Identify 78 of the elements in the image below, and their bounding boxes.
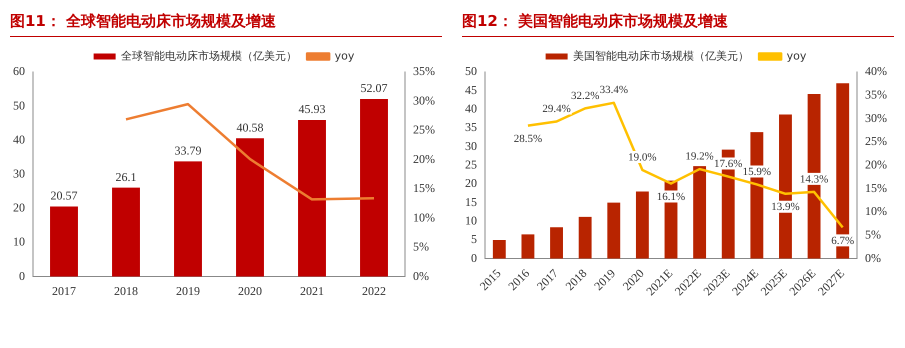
y2-tick-label: 35% bbox=[865, 87, 888, 102]
y-tick-label: 30 bbox=[13, 166, 25, 180]
y2-tick-label: 30% bbox=[865, 110, 888, 125]
data-label: 17.6% bbox=[714, 158, 742, 170]
data-label: 19.2% bbox=[685, 150, 714, 162]
y-tick-label: 40 bbox=[465, 101, 477, 116]
y2-tick-label: 30% bbox=[413, 93, 436, 108]
legend-label: yoy bbox=[334, 49, 355, 62]
data-label: 28.5% bbox=[514, 133, 542, 146]
y2-tick-label: 25% bbox=[865, 134, 888, 148]
bar bbox=[360, 99, 388, 277]
y2-tick-label: 0% bbox=[413, 268, 430, 283]
bar bbox=[693, 166, 706, 259]
data-label: 26.1 bbox=[116, 170, 136, 184]
bar bbox=[521, 234, 534, 259]
y-tick-label: 20 bbox=[13, 200, 25, 215]
legend-label: 全球智能电动床市场规模（亿美元） bbox=[121, 49, 298, 62]
chart-title: 图12： 美国智能电动床市场规模及增速 bbox=[462, 8, 894, 37]
y-tick-label: 45 bbox=[465, 82, 477, 97]
y2-tick-label: 20% bbox=[413, 152, 436, 166]
y-tick-label: 50 bbox=[465, 64, 477, 78]
y-tick-label: 0 bbox=[19, 268, 25, 283]
y2-tick-label: 0% bbox=[865, 250, 882, 265]
y-tick-label: 10 bbox=[465, 213, 477, 228]
bar bbox=[550, 227, 563, 259]
x-tick-label: 2020 bbox=[238, 284, 262, 298]
data-label: 16.1% bbox=[656, 190, 686, 203]
data-label: 6.7% bbox=[831, 234, 854, 247]
x-tick-label: 2018 bbox=[114, 284, 138, 298]
bar bbox=[174, 161, 202, 277]
data-label: 52.07 bbox=[360, 81, 388, 96]
y2-tick-label: 40% bbox=[865, 64, 888, 78]
data-label: 45.93 bbox=[298, 102, 326, 116]
data-label: 13.9% bbox=[771, 201, 800, 214]
chart-title: 图11： 全球智能电动床市场规模及增速 bbox=[10, 8, 442, 37]
y2-tick-label: 15% bbox=[865, 180, 888, 195]
y2-tick-label: 10% bbox=[413, 210, 436, 224]
data-label: 29.4% bbox=[542, 102, 571, 115]
y-tick-label: 20 bbox=[465, 176, 477, 190]
data-label: 33.4% bbox=[600, 84, 628, 96]
y-tick-label: 10 bbox=[13, 234, 25, 249]
data-label: 32.2% bbox=[570, 90, 600, 102]
bar bbox=[112, 188, 140, 277]
y2-tick-label: 5% bbox=[413, 240, 430, 254]
y2-tick-label: 15% bbox=[413, 181, 436, 196]
legend-label: yoy bbox=[786, 49, 807, 62]
y2-tick-label: 20% bbox=[865, 157, 888, 172]
x-tick-label: 2019 bbox=[176, 284, 200, 298]
data-label: 33.79 bbox=[174, 144, 202, 158]
y2-tick-label: 5% bbox=[865, 227, 882, 242]
y-tick-label: 25 bbox=[465, 157, 477, 172]
bar bbox=[578, 216, 592, 259]
y-tick-label: 15 bbox=[465, 194, 477, 209]
bar bbox=[607, 202, 620, 259]
data-label: 19.0% bbox=[628, 151, 657, 164]
y-tick-label: 30 bbox=[465, 138, 477, 153]
data-label: 14.3% bbox=[800, 173, 828, 186]
bar bbox=[50, 206, 78, 277]
y2-tick-label: 10% bbox=[865, 204, 888, 218]
y-tick-label: 40 bbox=[13, 132, 25, 146]
x-tick-label: 2021 bbox=[300, 284, 324, 298]
y-tick-label: 0 bbox=[471, 250, 477, 265]
data-label: 15.9% bbox=[742, 166, 772, 178]
y-tick-label: 50 bbox=[13, 98, 25, 112]
y-tick-label: 60 bbox=[13, 64, 25, 78]
y-tick-label: 35 bbox=[465, 120, 477, 134]
bar bbox=[636, 191, 649, 259]
y-tick-label: 5 bbox=[471, 232, 477, 246]
bar bbox=[298, 120, 326, 277]
bar bbox=[492, 240, 506, 259]
legend-label: 美国智能电动床市场规模（亿美元） bbox=[573, 49, 750, 62]
data-label: 20.57 bbox=[50, 188, 78, 203]
x-tick-label: 2017 bbox=[52, 284, 76, 298]
y2-tick-label: 35% bbox=[413, 64, 436, 78]
data-label: 40.58 bbox=[236, 120, 264, 134]
x-tick-label: 2022 bbox=[362, 284, 386, 298]
bar bbox=[236, 138, 264, 277]
y2-tick-label: 25% bbox=[413, 122, 436, 137]
